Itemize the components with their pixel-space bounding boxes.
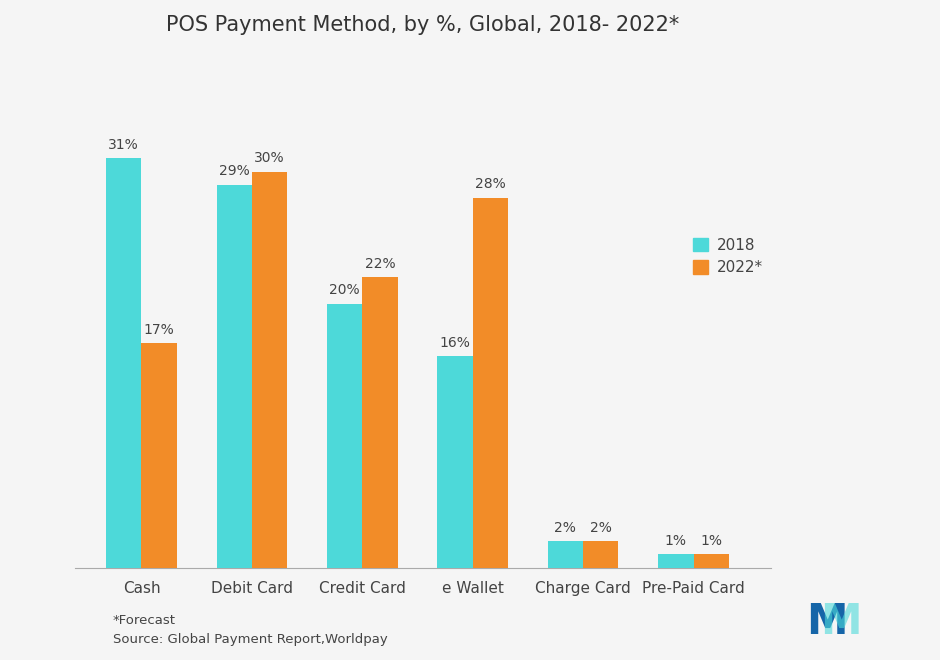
Bar xyxy=(327,304,362,568)
Bar xyxy=(106,158,141,568)
Legend: 2018, 2022*: 2018, 2022* xyxy=(693,238,763,275)
Bar xyxy=(362,277,398,568)
Text: 22%: 22% xyxy=(365,257,395,271)
Bar xyxy=(583,541,619,568)
Text: *Forecast: *Forecast xyxy=(113,614,176,627)
Bar xyxy=(694,554,728,568)
Bar xyxy=(141,343,177,568)
Bar xyxy=(252,172,288,568)
Bar xyxy=(658,554,694,568)
Text: 31%: 31% xyxy=(108,138,139,152)
Text: 20%: 20% xyxy=(329,283,360,297)
Bar xyxy=(473,198,508,568)
Text: 17%: 17% xyxy=(144,323,175,337)
Title: POS Payment Method, by %, Global, 2018- 2022*: POS Payment Method, by %, Global, 2018- … xyxy=(166,15,680,35)
Text: 30%: 30% xyxy=(254,151,285,165)
Text: M: M xyxy=(821,601,862,644)
Bar xyxy=(216,185,252,568)
Bar xyxy=(548,541,583,568)
Text: 1%: 1% xyxy=(665,534,687,548)
Text: 2%: 2% xyxy=(555,521,576,535)
Text: 1%: 1% xyxy=(700,534,722,548)
Bar xyxy=(437,356,473,568)
Text: 2%: 2% xyxy=(589,521,612,535)
Text: 29%: 29% xyxy=(219,164,249,178)
Text: M: M xyxy=(807,601,848,644)
Text: 16%: 16% xyxy=(440,336,470,350)
Text: Source: Global Payment Report,Worldpay: Source: Global Payment Report,Worldpay xyxy=(113,634,387,647)
Text: 28%: 28% xyxy=(475,178,506,191)
